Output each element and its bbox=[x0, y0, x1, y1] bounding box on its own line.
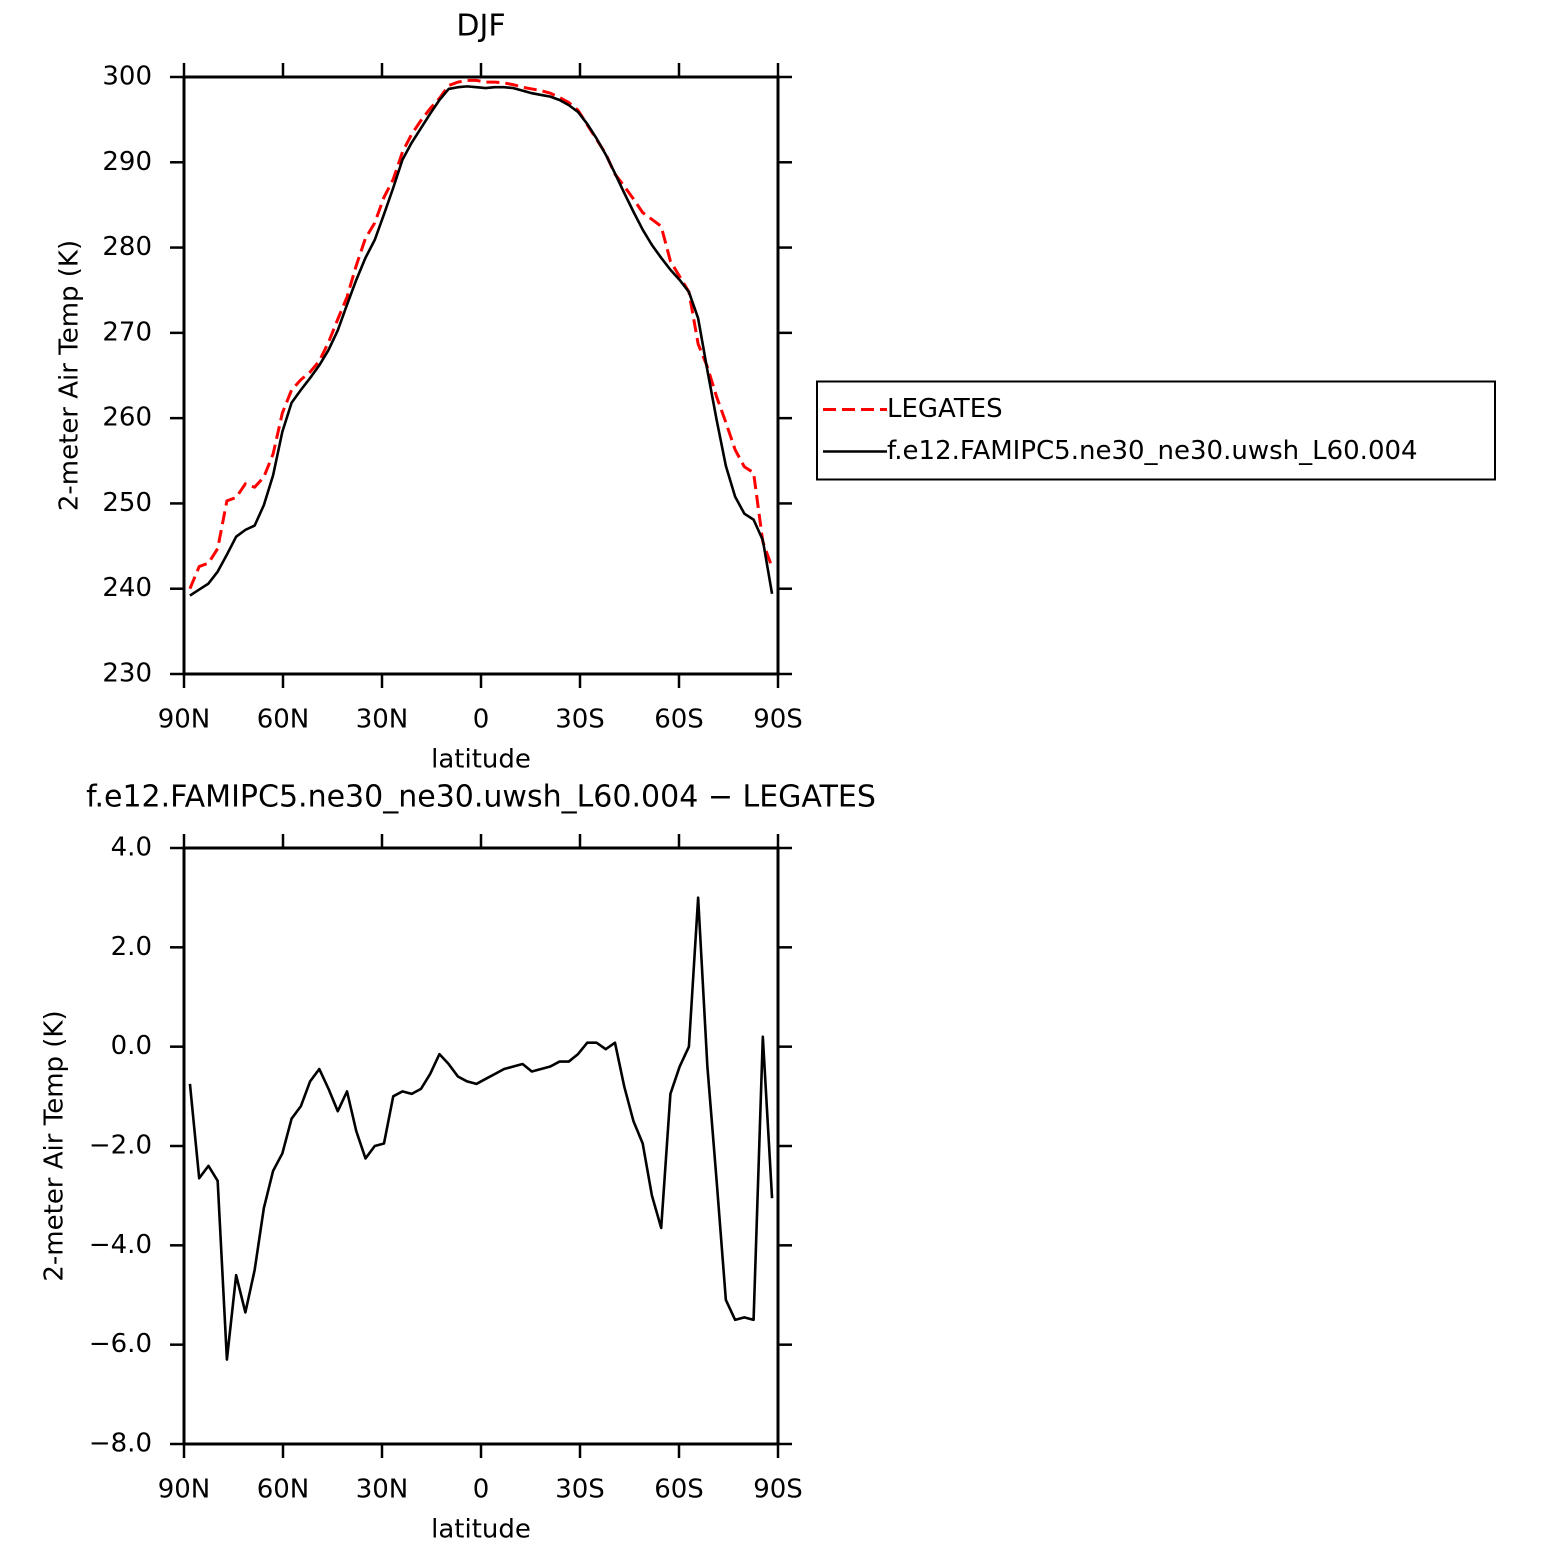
x-tick-label: 30S bbox=[555, 705, 605, 735]
chart-title: DJF bbox=[456, 9, 505, 44]
legend-frame bbox=[816, 380, 1496, 481]
y-tick-label: −4.0 bbox=[89, 1230, 152, 1260]
y-axis-label: 2-meter Air Temp (K) bbox=[55, 240, 85, 511]
x-tick-label: 0 bbox=[473, 1475, 490, 1505]
y-tick-label: 250 bbox=[102, 488, 152, 518]
y-tick-label: 2.0 bbox=[111, 932, 152, 962]
panel: f.e12.FAMIPC5.ne30_ne30.uwsh_L60.004 − L… bbox=[40, 780, 876, 1545]
panel: DJF latitude 2-meter Air Temp (K) 230 240 250… bbox=[55, 9, 803, 775]
data-line bbox=[188, 78, 774, 590]
x-tick-label: 60N bbox=[257, 705, 310, 735]
y-tick-label: 290 bbox=[102, 147, 152, 177]
y-tick-label: 4.0 bbox=[111, 833, 152, 863]
x-tick-label: 30S bbox=[555, 1475, 605, 1505]
x-tick-label: 60N bbox=[257, 1475, 310, 1505]
y-tick-label: 230 bbox=[102, 659, 152, 689]
data-line bbox=[188, 896, 774, 1361]
y-tick-label: 0.0 bbox=[111, 1031, 152, 1061]
x-tick-label: 90N bbox=[158, 1475, 211, 1505]
legend-label: LEGATES bbox=[887, 394, 1003, 424]
y-tick-label: −6.0 bbox=[89, 1329, 152, 1359]
y-tick-label: 300 bbox=[102, 62, 152, 92]
y-tick-label: 270 bbox=[102, 317, 152, 347]
x-tick-label: 90S bbox=[753, 1475, 803, 1505]
x-tick-label: 30N bbox=[356, 705, 409, 735]
legend: LEGATES f.e12.FAMIPC5.ne30_ne30.uwsh_L60.… bbox=[816, 380, 1496, 481]
y-tick-label: 240 bbox=[102, 573, 152, 603]
data-line bbox=[189, 85, 774, 597]
plot-frame bbox=[182, 846, 780, 1446]
x-axis-label: latitude bbox=[431, 1515, 531, 1545]
plot-frame bbox=[182, 75, 780, 676]
y-axis-label: 2-meter Air Temp (K) bbox=[40, 1010, 70, 1281]
y-tick-label: 280 bbox=[102, 232, 152, 262]
legend-label: f.e12.FAMIPC5.ne30_ne30.uwsh_L60.004 bbox=[887, 436, 1418, 466]
y-tick-label: 260 bbox=[102, 403, 152, 433]
x-tick-label: 90N bbox=[158, 705, 211, 735]
x-axis-label: latitude bbox=[431, 745, 531, 775]
x-tick-label: 90S bbox=[753, 705, 803, 735]
chart-title: f.e12.FAMIPC5.ne30_ne30.uwsh_L60.004 − L… bbox=[86, 780, 876, 815]
x-tick-label: 30N bbox=[356, 1475, 409, 1505]
x-tick-label: 60S bbox=[654, 705, 704, 735]
x-tick-label: 0 bbox=[473, 705, 490, 735]
y-tick-label: −2.0 bbox=[89, 1131, 152, 1161]
x-tick-label: 60S bbox=[654, 1475, 704, 1505]
y-tick-label: −8.0 bbox=[89, 1429, 152, 1459]
